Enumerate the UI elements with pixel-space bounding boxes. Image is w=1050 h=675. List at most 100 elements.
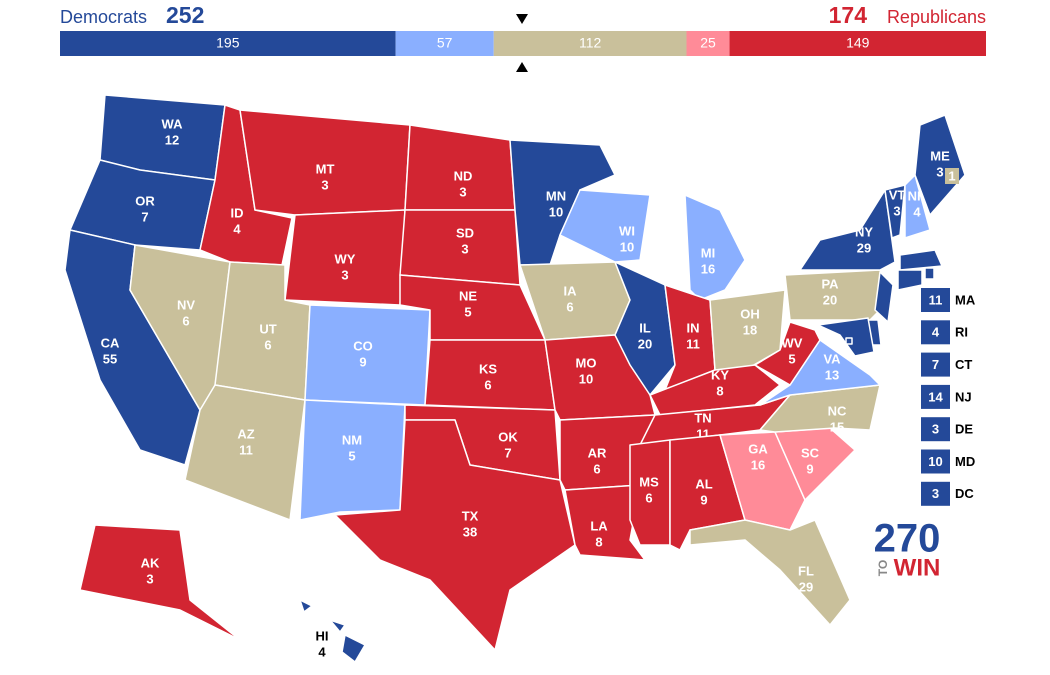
state-votes: 16 bbox=[751, 457, 765, 472]
state-votes: 3 bbox=[321, 177, 328, 192]
state-votes: 9 bbox=[806, 461, 813, 476]
state-abbr: KS bbox=[479, 361, 497, 376]
state-shape bbox=[799, 189, 896, 271]
state-shape bbox=[684, 194, 746, 301]
callout-votes: 3 bbox=[932, 486, 939, 501]
state-votes: 15 bbox=[830, 419, 844, 434]
callout-box bbox=[921, 384, 950, 409]
state-shape bbox=[914, 114, 966, 216]
state-votes: 3 bbox=[146, 571, 153, 586]
callout-abbr: MA bbox=[955, 292, 976, 307]
state-votes: 3 bbox=[461, 241, 468, 256]
state-votes: 38 bbox=[463, 524, 477, 539]
state-votes: 29 bbox=[799, 579, 813, 594]
state-votes: 11 bbox=[686, 336, 700, 351]
state-votes: 3 bbox=[936, 164, 943, 179]
state-abbr: AL bbox=[695, 476, 712, 491]
rep-label: Republicans bbox=[887, 7, 986, 27]
state-abbr: AZ bbox=[237, 426, 254, 441]
state-abbr: MT bbox=[316, 161, 335, 176]
state-votes: 13 bbox=[825, 367, 839, 382]
state-abbr: NV bbox=[177, 297, 195, 312]
state-votes: 20 bbox=[638, 336, 652, 351]
state-abbr: MO bbox=[576, 355, 597, 370]
rep-total: 174 bbox=[829, 2, 868, 28]
state-votes: 16 bbox=[701, 261, 715, 276]
state-shape bbox=[904, 174, 931, 239]
state-shape bbox=[304, 304, 431, 406]
state-shape bbox=[329, 619, 346, 633]
state-abbr: MS bbox=[639, 474, 659, 489]
state-shape bbox=[399, 209, 521, 286]
state-abbr: TN bbox=[694, 410, 711, 425]
state-abbr: WI bbox=[619, 223, 635, 238]
bar-segment bbox=[60, 31, 396, 56]
callout-box bbox=[921, 352, 950, 377]
callout-abbr: DC bbox=[955, 486, 974, 501]
logo-to: TO bbox=[876, 560, 890, 576]
state-votes: 3 bbox=[893, 203, 900, 218]
logo-win: WIN bbox=[894, 554, 941, 581]
bar-label: 195 bbox=[216, 35, 240, 51]
state-votes: 6 bbox=[182, 313, 189, 328]
state-abbr: WV bbox=[782, 335, 803, 350]
callouts: 11 MA 4 RI 7 CT 14 NJ 3 DE 10 MD 3 DC bbox=[921, 288, 976, 506]
bar-label: 149 bbox=[846, 35, 870, 51]
callout-abbr: MD bbox=[955, 454, 975, 469]
state-abbr: GA bbox=[748, 441, 768, 456]
state-votes: 10 bbox=[579, 371, 593, 386]
state-shape bbox=[754, 321, 821, 386]
dem-label: Democrats bbox=[60, 7, 147, 27]
state-abbr: MN bbox=[546, 188, 566, 203]
state-shape bbox=[79, 524, 241, 641]
state-votes: 8 bbox=[595, 534, 602, 549]
bar-label: 112 bbox=[579, 35, 602, 51]
state-abbr: AR bbox=[588, 445, 607, 460]
state-votes: 6 bbox=[645, 490, 652, 505]
state-votes: 6 bbox=[566, 299, 573, 314]
state-votes: 20 bbox=[823, 292, 837, 307]
state-abbr: CA bbox=[101, 335, 120, 350]
state-abbr: VT bbox=[889, 187, 906, 202]
state-votes: 4 bbox=[233, 221, 241, 236]
state-shape bbox=[299, 399, 406, 521]
callout-abbr: CT bbox=[955, 357, 972, 372]
state-shape bbox=[899, 249, 943, 271]
state-abbr: NY bbox=[855, 224, 873, 239]
state-votes: 29 bbox=[857, 240, 871, 255]
logo-number: 270 bbox=[874, 517, 941, 561]
state-abbr: SD bbox=[456, 225, 474, 240]
state-abbr: FL bbox=[798, 563, 814, 578]
logo: 270 TO WIN bbox=[874, 517, 941, 582]
state-votes: 4 bbox=[318, 644, 326, 659]
bar-segment bbox=[395, 31, 494, 56]
state-votes: 7 bbox=[141, 209, 148, 224]
state-votes: 4 bbox=[913, 204, 921, 219]
callout-box bbox=[921, 288, 950, 312]
state-abbr: ME bbox=[930, 148, 950, 163]
state-votes: 12 bbox=[165, 132, 179, 147]
state-abbr: IN bbox=[687, 320, 700, 335]
state-votes: 10 bbox=[620, 239, 634, 254]
state-abbr: OH bbox=[740, 306, 760, 321]
state-votes: 10 bbox=[549, 204, 563, 219]
state-abbr: SC bbox=[801, 445, 820, 460]
state-shape bbox=[817, 317, 875, 357]
state-abbr: AK bbox=[141, 555, 160, 570]
state-abbr: NM bbox=[342, 432, 362, 447]
district-votes: 1 bbox=[948, 168, 955, 183]
state-abbr: WA bbox=[162, 116, 184, 131]
state-votes: 6 bbox=[484, 377, 491, 392]
state-votes: 5 bbox=[348, 448, 355, 463]
states: WA12OR7CA55ID4NV6MT3WY3UT6AZ11CO9NM5ND3S… bbox=[64, 94, 966, 663]
callout-abbr: RI bbox=[955, 325, 968, 340]
callout-abbr: NJ bbox=[955, 389, 972, 404]
callout-votes: 14 bbox=[928, 389, 943, 404]
callout-votes: 10 bbox=[928, 454, 942, 469]
state-shape bbox=[845, 337, 853, 345]
state-shape bbox=[184, 384, 306, 521]
state-votes: 7 bbox=[504, 445, 511, 460]
state-shape bbox=[341, 634, 366, 663]
state-votes: 18 bbox=[743, 322, 757, 337]
callout-votes: 11 bbox=[929, 292, 943, 307]
